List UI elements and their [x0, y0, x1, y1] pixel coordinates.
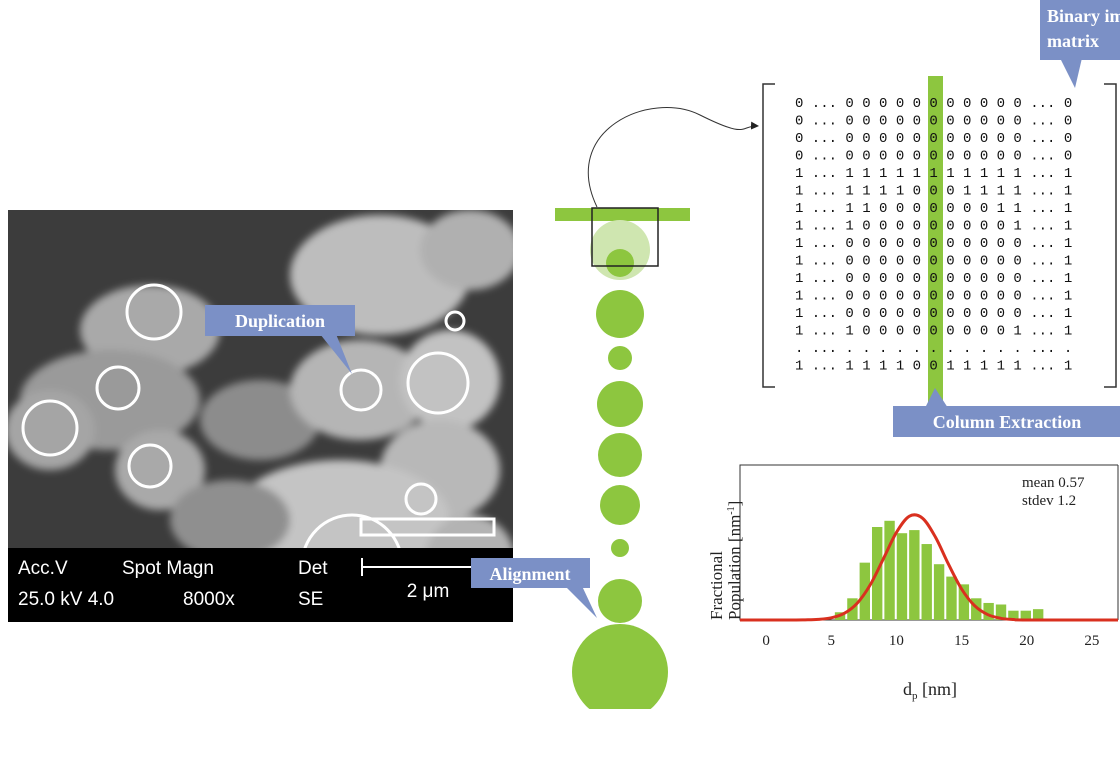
- x-tick-label: 20: [1019, 633, 1034, 649]
- matrix-row: 0 ... 0 0 0 0 0 0 0 0 0 0 0 ... 0: [795, 96, 1072, 112]
- bar: [934, 564, 944, 620]
- matrix-row: 1 ... 1 1 1 1 1 1 1 1 1 1 1 ... 1: [795, 166, 1072, 182]
- sem-image: [5, 210, 520, 622]
- matrix-row: 1 ... 0 0 0 0 0 0 0 0 0 0 0 ... 1: [795, 289, 1072, 305]
- callout-pointer: [565, 586, 597, 618]
- bar: [922, 544, 932, 620]
- matrix: 0 ... 0 0 0 0 0 0 0 0 0 0 0 ... 00 ... 0…: [795, 96, 1072, 375]
- callout-label: Binary image: [1047, 6, 1120, 26]
- matrix-row: 1 ... 1 0 0 0 0 0 0 0 0 0 1 ... 1: [795, 324, 1072, 340]
- y-axis-label: Population [nm-1]: [725, 501, 744, 620]
- bar: [959, 584, 969, 620]
- bar: [946, 577, 956, 620]
- callout-label: Duplication: [235, 311, 325, 331]
- sem-info: 8000x: [183, 589, 235, 610]
- callout-label: matrix: [1047, 31, 1099, 51]
- x-label-part: d: [903, 679, 912, 699]
- annotation: stdev 1.2: [1022, 493, 1076, 509]
- matrix-row: 1 ... 1 1 1 1 0 0 0 1 1 1 1 ... 1: [795, 184, 1072, 200]
- x-axis-label: dp [nm]: [903, 679, 957, 702]
- x-label-part: [nm]: [918, 679, 958, 699]
- matrix-row: 1 ... 0 0 0 0 0 0 0 0 0 0 0 ... 1: [795, 254, 1072, 270]
- matrix-row: 1 ... 1 0 0 0 0 0 0 0 0 0 1 ... 1: [795, 219, 1072, 235]
- matrix-row: 1 ... 1 1 1 1 0 0 1 1 1 1 1 ... 1: [795, 359, 1072, 375]
- matrix-row: 0 ... 0 0 0 0 0 0 0 0 0 0 0 ... 0: [795, 131, 1072, 147]
- sem-info: Det: [298, 558, 328, 579]
- x-tick-label: 5: [827, 633, 835, 649]
- y-label-part: Population [nm: [725, 515, 744, 620]
- scale-label: 2 μm: [407, 581, 450, 602]
- y-label-part: ]: [725, 501, 744, 507]
- bar: [1033, 609, 1043, 620]
- callout-label: Column Extraction: [933, 412, 1082, 432]
- matrix-row: 1 ... 0 0 0 0 0 0 0 0 0 0 0 ... 1: [795, 236, 1072, 252]
- particle-column: [540, 208, 710, 720]
- x-tick-label: 10: [889, 633, 904, 649]
- sem-info: SE: [298, 589, 323, 610]
- callout-label: Alignment: [490, 564, 571, 584]
- histogram: 0 5 10 15 20 25 mean 0.57 stdev 1.2 dp [nm] Fract…: [707, 465, 1118, 702]
- mask: [540, 709, 710, 763]
- callout-pointer: [1060, 58, 1082, 88]
- matrix-row: 1 ... 0 0 0 0 0 0 0 0 0 0 0 ... 1: [795, 306, 1072, 322]
- sem-info: Acc.V: [18, 558, 68, 579]
- sem-info: Spot Magn: [122, 558, 214, 579]
- matrix-row: 0 ... 0 0 0 0 0 0 0 0 0 0 0 ... 0: [795, 149, 1072, 165]
- x-tick-label: 15: [954, 633, 969, 649]
- bar: [909, 530, 919, 620]
- matrix-row: . ... . . . . . . . . . . . ... .: [795, 341, 1072, 357]
- annotation: mean 0.57: [1022, 475, 1085, 491]
- x-tick-label: 25: [1084, 633, 1099, 649]
- y-label-sup: -1: [726, 506, 737, 514]
- figure: Acc.V Spot Magn Det 25.0 kV 4.0 8000x SE…: [0, 0, 1120, 763]
- sem-info: 25.0 kV 4.0: [18, 589, 114, 610]
- matrix-row: 0 ... 0 0 0 0 0 0 0 0 0 0 0 ... 0: [795, 114, 1072, 130]
- y-axis-label: Fractional: [707, 551, 726, 620]
- x-tick-label: 0: [762, 633, 770, 649]
- arrow: [588, 108, 758, 207]
- bar: [897, 533, 907, 620]
- matrix-row: 1 ... 0 0 0 0 0 0 0 0 0 0 0 ... 1: [795, 271, 1072, 287]
- matrix-row: 1 ... 1 1 0 0 0 0 0 0 0 1 1 ... 1: [795, 201, 1072, 217]
